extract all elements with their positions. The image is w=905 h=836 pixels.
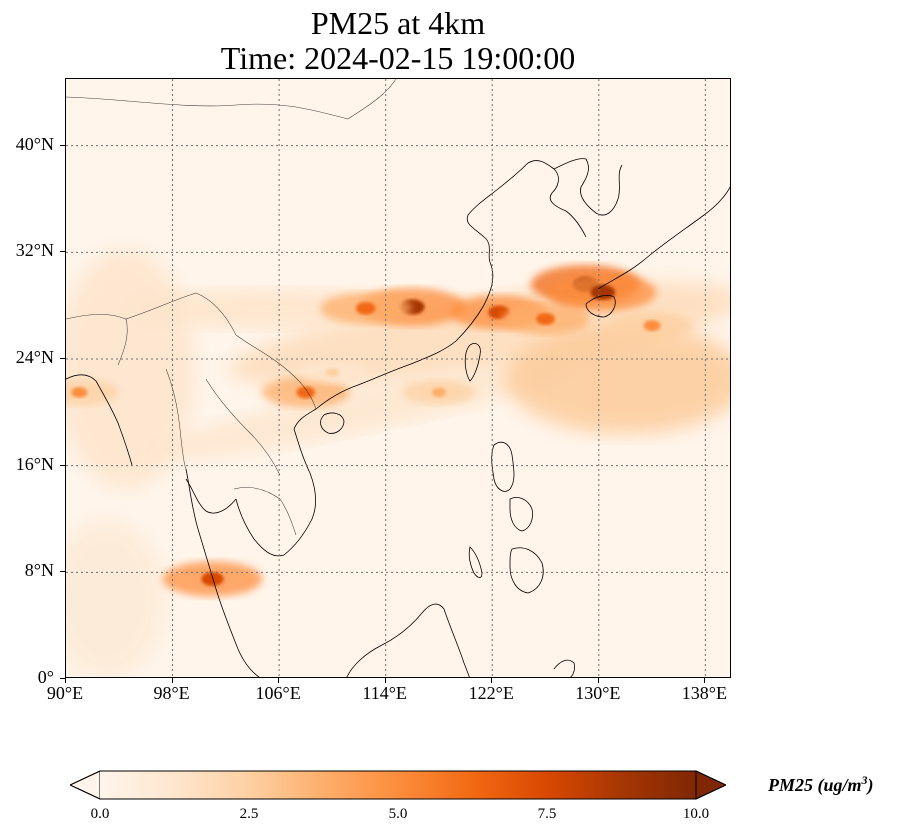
colorbar-tick-label: 0.0 [90,806,110,822]
pm25-plume-core [325,367,340,377]
coastline-luzon [491,441,515,492]
country-borders-layer [66,79,397,536]
pm25-plume-core [296,386,316,399]
coastline-layer [66,158,730,677]
coastline-mindanao [509,547,544,594]
coastline-korea [553,158,623,216]
coastline-thai-gulf [185,478,237,514]
haze-band-indochina [66,249,196,489]
pm25-field-svg [66,79,730,677]
coastline-malay-peninsula [185,468,260,677]
pm25-plume-core [71,387,88,398]
x-tick-mark [384,678,386,683]
colorbar-title-superscript: 3 [861,773,868,787]
y-tick-mark [60,251,65,253]
x-tick-label: 114°E [362,683,407,703]
y-tick-label: 16°N [15,453,54,474]
x-tick-mark [65,678,66,683]
y-tick-label: 24°N [15,347,54,367]
y-tick-label: 40°N [15,133,54,154]
pm25-plume-core [643,320,661,332]
colorbar-title-close: ) [867,775,874,795]
y-tick-label: 8°N [24,560,54,581]
haze-band-south-china-sea [150,358,582,460]
coastline-china [315,160,587,410]
x-tick-mark [278,678,280,683]
pm25-plume-core [536,313,555,325]
coastline-hainan [320,412,345,434]
colorbar-tick-label: 10.0 [682,806,710,822]
coastline-kyushu [585,295,616,318]
colorbar-extend-low [68,770,101,800]
colorbar-tick-label: 7.5 [537,806,557,822]
x-tick-mark [171,678,173,683]
y-tick-mark [60,358,65,359]
x-tick-label: 106°E [255,683,301,703]
border-cambodia [233,487,297,536]
x-tick-label: 90°E [46,683,84,703]
y-tick-mark [60,144,65,146]
coastline-japan [597,186,730,290]
colorbar-title: PM25 (ug/m3) [768,773,874,796]
y-tick-mark [60,678,65,679]
colorbar-extend-high [695,770,728,800]
colorbar-gradient [100,771,696,799]
colorbar-tick-label: 5.0 [388,806,408,822]
colorbar-title-text: PM25 (ug/m [768,775,862,795]
border-myanmar-east [165,368,187,470]
colorbar-svg [68,770,728,800]
pm25-plume-core [590,284,616,300]
coastline-taiwan [464,343,481,382]
pm25-plume-core [201,572,224,586]
border-china-south [125,292,317,410]
pm25-plume-core [355,302,376,315]
x-tick-label: 130°E [575,683,621,703]
border-mongolia [66,79,397,120]
haze-band-andaman [66,519,166,677]
coastline-visayas [509,497,533,532]
map-subtitle-time: Time: 2024-02-15 19:00:00 [220,40,576,76]
x-tick-label: 138°E [681,683,727,703]
coastline-myanmar [66,374,133,466]
graticule [66,79,730,677]
map-title: PM25 at 4km [310,5,486,41]
pm25-plume-core [431,387,447,398]
coastline-borneo [346,603,470,677]
y-tick-mark [60,464,65,466]
colorbar-tick-label: 2.5 [239,806,259,822]
x-tick-label: 98°E [153,683,190,703]
border-laos [205,378,281,476]
x-tick-mark [597,678,599,683]
x-tick-mark [704,678,706,683]
y-tick-mark [60,571,65,573]
border-india [66,314,128,366]
y-tick-label: 32°N [15,240,54,261]
map-panel [65,78,731,678]
x-tick-label: 122°E [468,683,514,703]
coastline-palawan [468,546,483,578]
coastline-sulawesi [553,659,575,677]
x-tick-mark [491,678,493,683]
colorbar [68,770,728,800]
pm25-hotspots [66,264,694,597]
y-tick-label: 0° [37,667,54,687]
haze-band-pacific [506,324,730,434]
coastline-indochina [235,408,317,557]
